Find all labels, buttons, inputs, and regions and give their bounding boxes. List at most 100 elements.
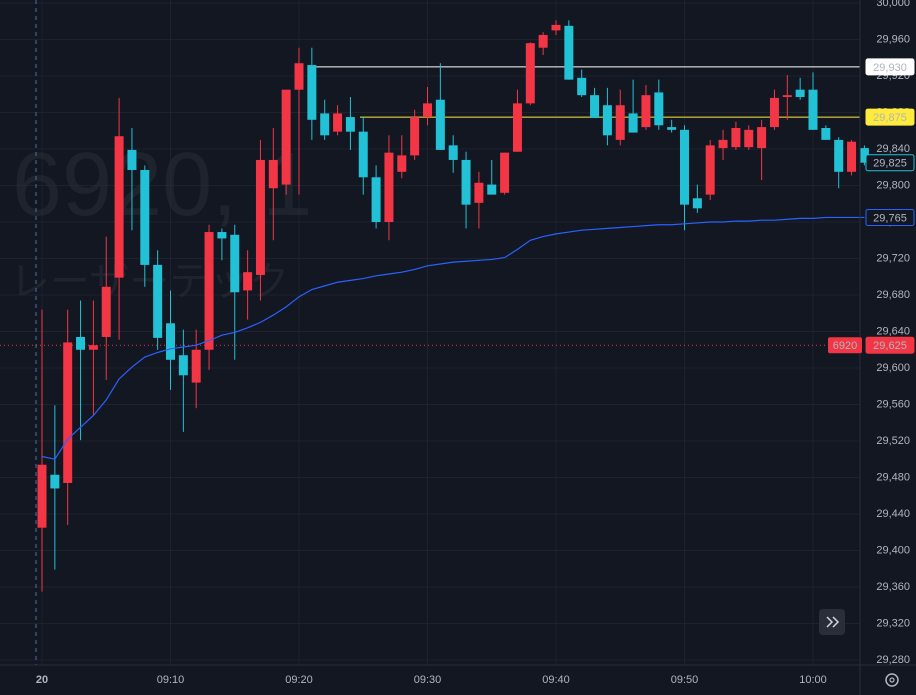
candle-body — [769, 97, 779, 128]
candle-body — [268, 159, 278, 189]
candle-body — [500, 152, 510, 193]
scroll-button[interactable] — [819, 609, 845, 635]
y-tick-label: 29,640 — [876, 325, 910, 337]
candle-body — [423, 103, 432, 118]
candle-body — [847, 141, 857, 172]
x-tick-label: 09:10 — [157, 674, 185, 686]
candle-body — [757, 127, 767, 149]
candle-body — [692, 198, 702, 209]
y-tick-label: 29,800 — [876, 179, 910, 191]
price-label-box — [865, 154, 915, 172]
candle-body — [127, 149, 137, 170]
x-tick-label: 09:50 — [671, 674, 699, 686]
y-tick-label: 30,000 — [876, 0, 910, 9]
y-tick-label: 29,520 — [876, 435, 910, 447]
candle-body — [461, 159, 471, 205]
y-tick-label: 29,680 — [876, 289, 910, 301]
price-label-box — [865, 108, 915, 126]
candle-body — [628, 113, 638, 133]
x-tick-label: 09:20 — [285, 674, 313, 686]
y-tick-label: 29,400 — [876, 544, 910, 556]
x-tick-label: 20 — [36, 674, 48, 686]
x-tick-label: 10:00 — [799, 674, 827, 686]
candle-body — [217, 232, 227, 239]
symbol-tag: 6920 — [833, 340, 857, 352]
y-tick-label: 29,600 — [876, 362, 910, 374]
candle-body — [384, 152, 394, 222]
candle-body — [166, 323, 175, 360]
candle-body — [834, 139, 844, 172]
candle-body — [808, 89, 818, 130]
y-tick-label: 29,280 — [876, 654, 910, 666]
watermark-symbol: 6920, 1 — [12, 135, 312, 235]
y-tick-label: 29,960 — [876, 33, 910, 45]
price-label: 29,875 — [873, 112, 907, 124]
candle-body — [63, 342, 73, 483]
candle-body — [487, 184, 497, 195]
candle-body — [153, 264, 163, 338]
candle-body — [654, 92, 664, 126]
candle-body — [512, 103, 522, 152]
candle-body — [551, 24, 561, 31]
candle-body — [114, 136, 124, 278]
candle-body — [204, 232, 214, 350]
y-tick-label: 29,360 — [876, 581, 910, 593]
candle-body — [50, 474, 60, 489]
candle-body — [243, 272, 253, 291]
candle-body — [641, 95, 651, 128]
y-tick-label: 29,720 — [876, 252, 910, 264]
candle-body — [191, 349, 201, 383]
candle-body — [590, 95, 600, 118]
y-tick-label: 29,560 — [876, 398, 910, 410]
line-series — [41, 216, 865, 460]
candle-body — [88, 345, 98, 350]
candle-body — [448, 145, 458, 160]
settings-button[interactable] — [885, 673, 899, 687]
candle-body — [294, 63, 304, 90]
price-label: 29,930 — [873, 62, 907, 74]
candle-body — [307, 65, 317, 120]
candle-body — [782, 95, 792, 97]
candle-body — [577, 77, 587, 96]
candle-body — [564, 25, 574, 80]
price-label-box — [865, 336, 915, 354]
candle-body — [230, 234, 240, 293]
candle-body — [255, 159, 265, 275]
price-label: 29,625 — [873, 340, 907, 352]
watermark-name: レーザーテック — [10, 260, 289, 304]
candle-body — [744, 129, 754, 148]
candle-body — [76, 336, 86, 350]
candle-body — [435, 99, 445, 150]
candle-body — [320, 113, 330, 136]
candle-body — [345, 117, 355, 132]
candle-body — [525, 43, 535, 104]
candle-body — [795, 89, 805, 97]
candle-body — [410, 117, 420, 156]
candle-body — [37, 464, 47, 528]
plot-area — [0, 20, 869, 592]
y-tick-label: 29,840 — [876, 143, 910, 155]
candle-body — [602, 105, 612, 136]
symbol-tag-box — [828, 337, 862, 354]
candle-body — [680, 129, 689, 205]
price-label-box — [865, 208, 915, 226]
candle-body — [731, 128, 741, 148]
candle-body — [371, 177, 381, 222]
axes: 29,280 29,320 29,360 29,400 29,440 29,480 29,5… — [36, 0, 915, 686]
price-label-box — [865, 58, 915, 76]
candle-body — [615, 105, 625, 140]
candle-body — [705, 145, 715, 195]
candle-body — [667, 127, 677, 130]
y-tick-label: 29,320 — [876, 617, 910, 629]
candle-body — [538, 34, 548, 48]
candle-body — [333, 113, 343, 132]
candle-body — [474, 182, 484, 203]
x-tick-label: 09:40 — [542, 674, 570, 686]
candle-body — [281, 89, 291, 185]
candle-body — [397, 155, 407, 172]
y-tick-label: 29,440 — [876, 508, 910, 520]
x-tick-label: 09:30 — [414, 674, 442, 686]
candle-body — [140, 169, 150, 265]
